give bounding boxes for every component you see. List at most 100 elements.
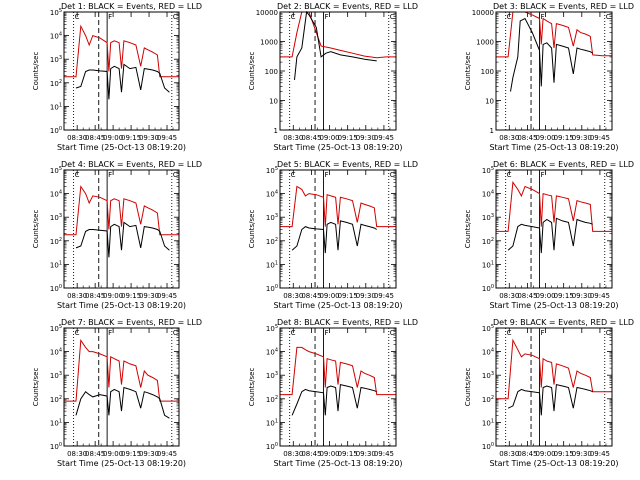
events-series-line <box>75 221 170 258</box>
y-tick-exponent: 0 <box>59 442 62 448</box>
y-tick-exponent: 0 <box>59 284 62 290</box>
panel-5: Det 5: BLACK = Events, RED = LLD Counts/s… <box>248 160 418 310</box>
panel-1: Det 1: BLACK = Events, RED = LLD Counts/s… <box>32 2 202 152</box>
y-tick-label: 1000 <box>476 39 494 47</box>
y-tick-label: 103 <box>50 55 62 64</box>
x-tick-label: 08:45 <box>85 450 105 458</box>
panel-7: Det 7: BLACK = Events, RED = LLD Counts/s… <box>32 318 202 468</box>
y-tick-label: 10 <box>269 98 278 106</box>
marker-label: C <box>291 171 296 179</box>
y-tick-exponent: 3 <box>275 213 278 219</box>
x-tick-label: 09:00 <box>103 292 123 300</box>
y-tick-label: 104 <box>266 190 278 199</box>
y-tick-exponent: 0 <box>275 284 278 290</box>
y-tick-label: 105 <box>50 8 62 17</box>
panel-6: Det 6: BLACK = Events, RED = LLD Counts/s… <box>464 160 634 310</box>
x-tick-label: 09:30 <box>139 292 159 300</box>
x-axis-label: Start Time (25-Oct-13 08:19:20) <box>489 459 618 468</box>
plot-frame <box>495 327 613 447</box>
y-tick-label: 100 <box>50 126 62 135</box>
lld-series-line <box>496 338 612 400</box>
y-axis-label: Counts/sec <box>248 52 256 91</box>
x-tick-label: 09:30 <box>139 450 159 458</box>
y-axis-label: Counts/sec <box>464 368 472 407</box>
x-tick-label: 08:30 <box>283 450 303 458</box>
y-tick-label: 101 <box>266 260 278 269</box>
marker-label: C <box>507 13 512 21</box>
y-tick-exponent: 1 <box>491 418 494 424</box>
y-tick-label: 103 <box>50 213 62 222</box>
panel-title: Det 5: BLACK = Events, RED = LLD <box>277 160 418 169</box>
y-tick-label: 102 <box>266 237 278 246</box>
y-tick-label: 100 <box>50 284 62 293</box>
x-tick-label: 09:00 <box>535 292 555 300</box>
y-tick-exponent: 2 <box>59 79 62 85</box>
x-tick-label: 09:00 <box>103 134 123 142</box>
y-tick-exponent: 2 <box>491 395 494 401</box>
y-tick-label: 101 <box>482 418 494 427</box>
lld-series-line <box>280 346 396 396</box>
y-tick-exponent: 1 <box>59 102 62 108</box>
y-tick-exponent: 2 <box>491 237 494 243</box>
y-tick-exponent: 1 <box>59 418 62 424</box>
y-tick-exponent: 0 <box>491 284 494 290</box>
plot-frame <box>63 11 180 131</box>
y-tick-label: 103 <box>266 371 278 380</box>
plot-frame <box>495 11 613 131</box>
x-tick-label: 08:30 <box>67 134 87 142</box>
y-tick-exponent: 4 <box>59 190 62 196</box>
x-tick-label: 09:15 <box>121 134 141 142</box>
plot-frame <box>63 327 180 447</box>
y-tick-label: 105 <box>482 166 494 175</box>
y-tick-exponent: 1 <box>275 260 278 266</box>
y-tick-label: 101 <box>482 260 494 269</box>
marker-label: F <box>325 13 329 21</box>
x-tick-label: 09:30 <box>356 450 376 458</box>
x-tick-label: 09:45 <box>590 134 610 142</box>
panel-title: Det 9: BLACK = Events, RED = LLD <box>493 318 634 327</box>
y-tick-label: 102 <box>266 395 278 404</box>
x-tick-label: 08:30 <box>283 134 303 142</box>
panel-4: Det 4: BLACK = Events, RED = LLD Counts/s… <box>32 160 202 310</box>
marker-label: C <box>291 329 296 337</box>
x-axis-label: Start Time (25-Oct-13 08:19:20) <box>489 143 618 152</box>
marker-label: C <box>507 329 512 337</box>
lld-series-line <box>280 185 396 228</box>
x-tick-label: 08:30 <box>67 450 87 458</box>
marker-label: C <box>606 329 611 337</box>
y-tick-exponent: 3 <box>275 371 278 377</box>
plot-frame <box>495 169 613 289</box>
y-tick-label: 100 <box>482 442 494 451</box>
panel-9: Det 9: BLACK = Events, RED = LLD Counts/s… <box>464 318 634 468</box>
marker-label: F <box>108 329 112 337</box>
y-tick-exponent: 3 <box>491 371 494 377</box>
y-tick-label: 105 <box>50 324 62 333</box>
y-tick-exponent: 1 <box>491 260 494 266</box>
x-tick-label: 09:45 <box>157 134 177 142</box>
x-tick-label: 08:30 <box>499 292 519 300</box>
y-tick-label: 1 <box>490 127 494 135</box>
x-axis-label: Start Time (25-Oct-13 08:19:20) <box>273 301 402 310</box>
panel-title: Det 8: BLACK = Events, RED = LLD <box>277 318 418 327</box>
x-axis-label: Start Time (25-Oct-13 08:19:20) <box>273 143 402 152</box>
events-series-line <box>507 383 593 416</box>
x-axis-label: Start Time (25-Oct-13 08:19:20) <box>57 459 186 468</box>
y-tick-exponent: 3 <box>59 55 62 61</box>
x-axis-label: Start Time (25-Oct-13 08:19:20) <box>57 143 186 152</box>
events-series-line <box>510 17 593 92</box>
x-tick-label: 09:45 <box>590 450 610 458</box>
y-axis-label: Counts/sec <box>32 210 40 249</box>
events-series-line <box>75 386 170 419</box>
x-axis-label: Start Time (25-Oct-13 08:19:20) <box>273 459 402 468</box>
x-tick-label: 09:00 <box>103 450 123 458</box>
y-tick-exponent: 2 <box>59 237 62 243</box>
x-axis-label: Start Time (25-Oct-13 08:19:20) <box>57 301 186 310</box>
panel-title: Det 4: BLACK = Events, RED = LLD <box>61 160 202 169</box>
x-tick-label: 09:30 <box>139 134 159 142</box>
marker-label: C <box>75 329 80 337</box>
plot-frame <box>279 169 397 289</box>
x-tick-label: 09:30 <box>572 134 592 142</box>
y-tick-exponent: 1 <box>59 260 62 266</box>
x-tick-label: 09:15 <box>338 134 358 142</box>
x-tick-label: 09:15 <box>554 134 574 142</box>
